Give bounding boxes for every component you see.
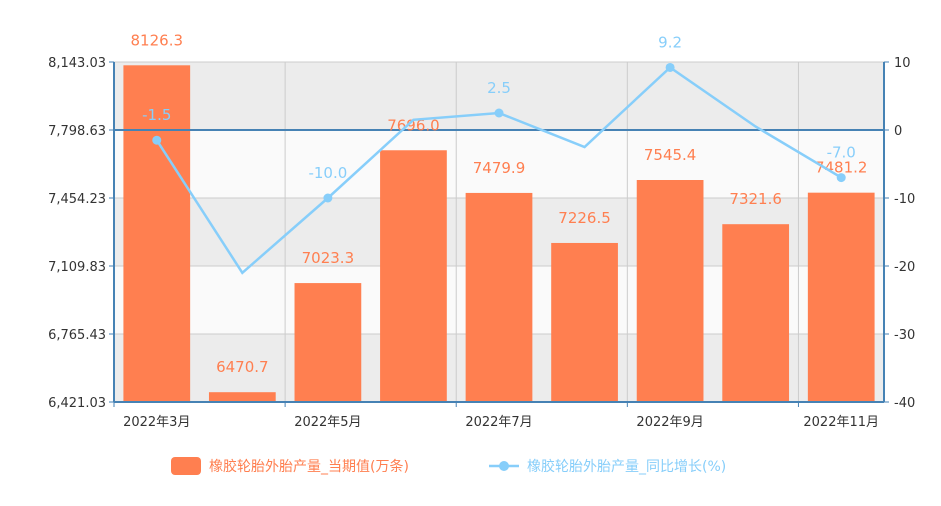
x-tick-label: 2022年11月 [803, 415, 879, 430]
bar-0[interactable] [123, 65, 191, 402]
line-point[interactable] [836, 173, 846, 183]
line-value-label: 2.5 [487, 79, 511, 97]
y-left-tick-label: 6,765.43 [48, 328, 106, 343]
bar-6[interactable] [636, 179, 704, 402]
y-right-tick-label: -40 [894, 396, 915, 411]
x-tick-label: 2022年7月 [465, 415, 532, 430]
bar-1[interactable] [208, 392, 276, 402]
x-tick-label: 2022年5月 [294, 415, 361, 430]
y-left-tick-label: 7,454.23 [48, 192, 106, 207]
bar-value-label: 7321.6 [729, 190, 782, 208]
line-value-label: 9.2 [658, 33, 682, 51]
grid-band [114, 62, 884, 130]
y-right-tick-label: -10 [894, 192, 915, 207]
legend-bar-swatch[interactable] [171, 457, 201, 475]
line-point[interactable] [152, 135, 162, 145]
bar-value-label: 7545.4 [644, 146, 697, 164]
bar-value-label: 7696.0 [387, 116, 440, 134]
legend-line-label: 橡胶轮胎外胎产量_同比增长(%) [527, 458, 726, 475]
bar-4[interactable] [465, 192, 533, 402]
bar-value-label: 6470.7 [216, 358, 269, 376]
bar-5[interactable] [551, 242, 618, 402]
y-right-tick-label: -30 [894, 328, 915, 343]
bar-value-label: 7226.5 [558, 209, 611, 227]
bar-value-label: 7479.9 [473, 159, 526, 177]
y-right-tick-label: -20 [894, 260, 915, 275]
y-left-tick-label: 7,798.63 [48, 124, 106, 139]
legend-bar-label: 橡胶轮胎外胎产量_当期值(万条) [209, 458, 409, 475]
bar-2[interactable] [294, 283, 362, 402]
bar-8[interactable] [807, 192, 875, 402]
x-tick-label: 2022年3月 [123, 415, 190, 430]
bar-3[interactable] [380, 150, 447, 402]
line-point[interactable] [323, 193, 333, 203]
x-tick-label: 2022年9月 [636, 415, 703, 430]
line-point[interactable] [494, 108, 504, 118]
legend-line-marker [499, 461, 509, 471]
y-left-tick-label: 8,143.03 [48, 56, 106, 71]
grid-band [114, 130, 884, 198]
bar-value-label: 8126.3 [131, 31, 184, 49]
line-value-label: -7.0 [827, 144, 856, 162]
bar-7[interactable] [722, 224, 790, 402]
y-right-tick-label: 10 [894, 56, 911, 71]
line-value-label: -1.5 [142, 106, 171, 124]
y-left-tick-label: 6,421.03 [48, 396, 106, 411]
line-point[interactable] [665, 62, 675, 72]
y-left-tick-label: 7,109.83 [48, 260, 106, 275]
bar-value-label: 7481.2 [815, 159, 868, 177]
y-right-tick-label: 0 [894, 124, 902, 139]
bar-value-label: 7023.3 [302, 249, 355, 267]
line-value-label: -10.0 [308, 164, 347, 182]
